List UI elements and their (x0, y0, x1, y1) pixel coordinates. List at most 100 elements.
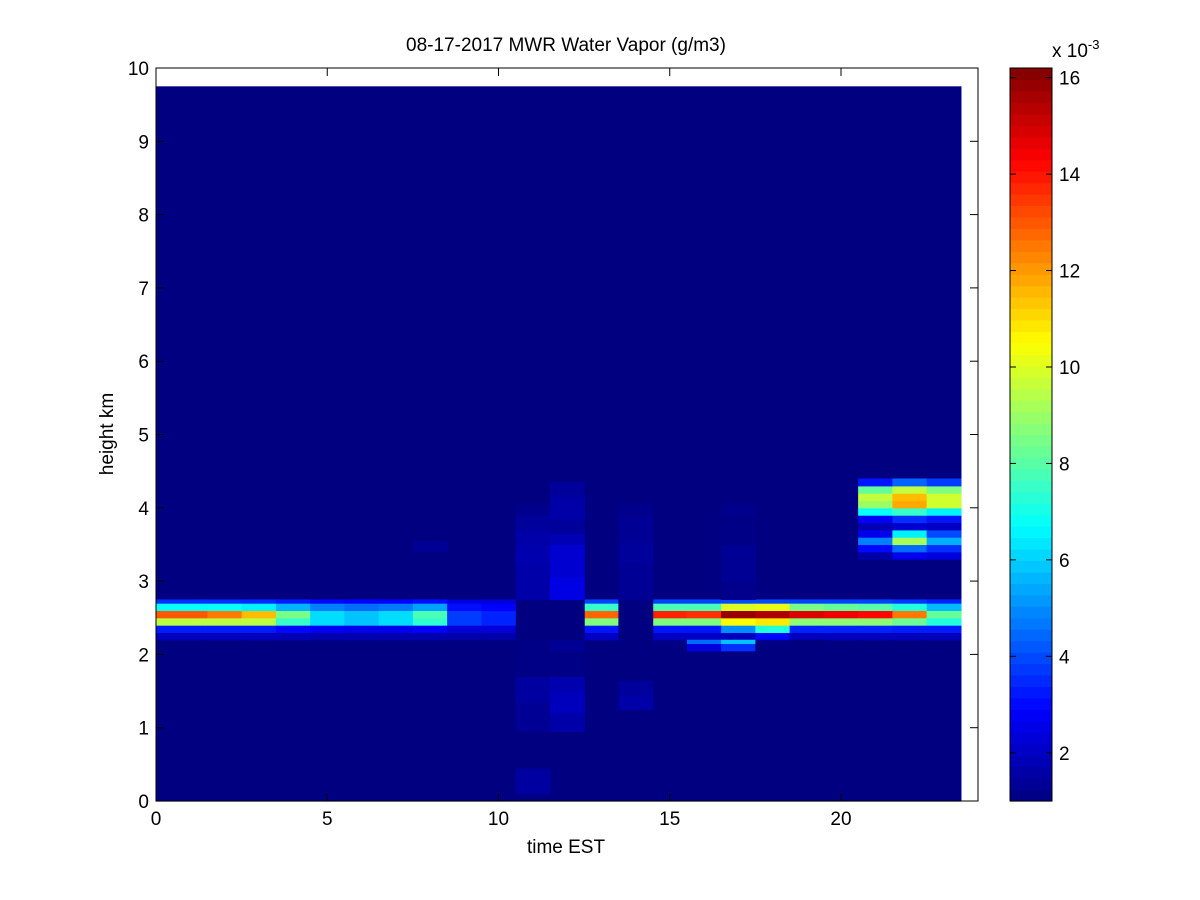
heatmap-cell (344, 599, 380, 604)
heatmap-cell (721, 643, 756, 652)
heatmap-cell (823, 617, 859, 626)
heatmap (156, 86, 962, 802)
heatmap-cell (378, 617, 414, 626)
heatmap-cell (241, 603, 277, 612)
heatmap-cell (686, 639, 722, 644)
heatmap-cell (447, 625, 482, 634)
heatmap-cell (755, 639, 791, 644)
heatmap-cell (721, 504, 756, 516)
colorbar-level (1010, 686, 1052, 699)
heatmap-cell (275, 632, 311, 641)
heatmap-cell (584, 610, 619, 619)
heatmap-cell (789, 625, 825, 634)
y-tick-label: 7 (138, 279, 149, 300)
colorbar-level (1010, 778, 1052, 791)
heatmap-cell (652, 625, 688, 634)
y-tick-label: 3 (138, 572, 149, 593)
x-tick-label: 15 (659, 809, 680, 830)
colorbar-level (1010, 560, 1052, 573)
heatmap-cell (481, 610, 517, 619)
heatmap-cell (926, 544, 962, 553)
colorbar-level (1010, 789, 1052, 802)
heatmap-cell (823, 599, 859, 604)
colorbar-tick-label: 8 (1059, 454, 1070, 475)
colorbar-level (1010, 79, 1052, 92)
heatmap-cell (789, 610, 825, 619)
heatmap-cell (344, 610, 380, 619)
colorbar-level (1010, 594, 1052, 607)
heatmap-cell (241, 599, 277, 604)
heatmap-cell (721, 555, 756, 582)
heatmap-cell (549, 496, 585, 520)
heatmap-cell (755, 617, 791, 626)
heatmap-cell (549, 533, 585, 546)
colorbar-tick-label: 12 (1059, 262, 1080, 283)
heatmap-cell (686, 632, 722, 641)
x-axis: 0 5 10 15 20 (151, 68, 852, 830)
heatmap-cell (378, 610, 414, 619)
heatmap-cell (549, 518, 585, 535)
heatmap-cell (275, 625, 311, 634)
heatmap-cell (618, 562, 654, 601)
heatmap-cell (207, 625, 243, 634)
heatmap-cell (447, 603, 482, 612)
heatmap-cell (721, 632, 756, 641)
heatmap-cell (892, 485, 928, 494)
heatmap-cell (275, 603, 311, 612)
heatmap-cell (378, 603, 414, 612)
heatmap-cell (926, 632, 962, 641)
heatmap-cell (310, 603, 345, 612)
heatmap-cell (378, 632, 414, 641)
colorbar-level (1010, 216, 1052, 229)
heatmap-cell (207, 603, 243, 612)
colorbar-level (1010, 480, 1052, 493)
colorbar-level (1010, 182, 1052, 195)
colorbar-tick-label: 10 (1059, 358, 1080, 379)
colorbar-level (1010, 629, 1052, 642)
heatmap-cell (515, 562, 551, 601)
heatmap-cell (207, 610, 243, 619)
x-tick-label: 5 (322, 809, 333, 830)
heatmap-cell (858, 507, 893, 516)
heatmap-cell (858, 493, 893, 502)
heatmap-cell (892, 599, 928, 604)
colorbar-level (1010, 468, 1052, 481)
heatmap-cell (344, 617, 380, 626)
colorbar-level (1010, 331, 1052, 344)
heatmap-cell (755, 632, 791, 641)
heatmap-cell (858, 625, 893, 634)
colorbar-frame (1009, 67, 1053, 802)
y-axis-label: height km (97, 393, 118, 475)
heatmap-cell (858, 478, 893, 487)
colorbar-level (1010, 720, 1052, 733)
heatmap-cell (207, 617, 243, 626)
heatmap-cell (549, 482, 585, 498)
heatmap-cell (926, 610, 962, 619)
heatmap-cell (721, 610, 756, 619)
heatmap-cell (241, 632, 277, 641)
colorbar-level (1010, 251, 1052, 264)
heatmap-cell (549, 599, 585, 641)
heatmap-cell (549, 577, 585, 601)
heatmap-cell (892, 478, 928, 487)
colorbar-level (1010, 457, 1052, 470)
heatmap-cell (378, 625, 414, 634)
x-axis-label: time EST (527, 837, 606, 858)
heatmap-cell (310, 599, 345, 604)
heatmap-cell (412, 610, 448, 619)
heatmap-cell (789, 639, 825, 644)
colorbar-level (1010, 503, 1052, 516)
heatmap-cell (858, 551, 893, 560)
colorbar-level (1010, 68, 1052, 81)
colorbar-level (1010, 640, 1052, 653)
heatmap-cell (926, 537, 962, 546)
heatmap-cell (549, 650, 585, 677)
heatmap-cell (481, 617, 517, 626)
heatmap-cell (241, 610, 277, 619)
colorbar-level (1010, 743, 1052, 756)
heatmap-cell (652, 603, 688, 612)
heatmap-cell (412, 625, 448, 634)
colorbar-level (1010, 308, 1052, 321)
heatmap-cell (926, 478, 962, 487)
